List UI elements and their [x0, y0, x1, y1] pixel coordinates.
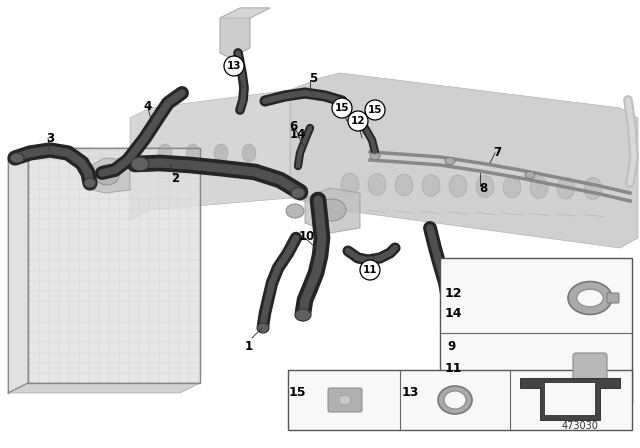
Ellipse shape: [530, 177, 548, 198]
Ellipse shape: [10, 153, 24, 163]
Polygon shape: [305, 188, 360, 233]
Text: 13: 13: [401, 385, 419, 399]
Ellipse shape: [449, 175, 467, 197]
Ellipse shape: [438, 386, 472, 414]
Text: 14: 14: [444, 306, 461, 319]
FancyBboxPatch shape: [440, 258, 632, 403]
Ellipse shape: [476, 176, 494, 198]
FancyBboxPatch shape: [573, 353, 607, 383]
Circle shape: [224, 56, 244, 76]
Polygon shape: [28, 148, 200, 383]
Text: 12: 12: [444, 287, 461, 300]
Text: 8: 8: [479, 181, 487, 194]
Polygon shape: [220, 8, 270, 18]
Polygon shape: [8, 383, 200, 393]
Polygon shape: [8, 148, 200, 160]
Ellipse shape: [186, 144, 200, 162]
Text: 9: 9: [448, 340, 456, 353]
Ellipse shape: [339, 395, 351, 405]
Text: 5: 5: [309, 72, 317, 85]
Text: 10: 10: [299, 229, 315, 242]
Ellipse shape: [503, 176, 521, 198]
Text: 473030: 473030: [561, 421, 598, 431]
Ellipse shape: [286, 204, 304, 218]
Circle shape: [348, 111, 368, 131]
Polygon shape: [130, 90, 290, 220]
Ellipse shape: [368, 173, 386, 195]
Ellipse shape: [451, 335, 465, 345]
Ellipse shape: [158, 144, 172, 162]
Ellipse shape: [318, 199, 346, 221]
Text: 11: 11: [363, 265, 377, 275]
Text: 15: 15: [335, 103, 349, 113]
Text: 13: 13: [227, 61, 241, 71]
Text: 14: 14: [290, 128, 306, 141]
Text: 15: 15: [288, 385, 306, 399]
Polygon shape: [525, 383, 615, 415]
Polygon shape: [520, 378, 620, 420]
Text: 2: 2: [171, 172, 179, 185]
Ellipse shape: [577, 289, 604, 307]
Text: 12: 12: [351, 116, 365, 126]
Ellipse shape: [557, 177, 575, 199]
Circle shape: [360, 260, 380, 280]
Ellipse shape: [422, 175, 440, 197]
FancyBboxPatch shape: [288, 370, 632, 430]
Circle shape: [332, 98, 352, 118]
Ellipse shape: [525, 172, 535, 178]
Ellipse shape: [445, 158, 455, 164]
Ellipse shape: [444, 391, 466, 409]
Polygon shape: [85, 158, 130, 193]
Circle shape: [365, 100, 385, 120]
Ellipse shape: [295, 309, 311, 321]
Polygon shape: [290, 73, 638, 248]
Text: 7: 7: [493, 146, 501, 159]
Ellipse shape: [214, 144, 228, 162]
Ellipse shape: [370, 152, 380, 159]
FancyBboxPatch shape: [607, 293, 619, 303]
Text: 6: 6: [289, 120, 297, 133]
Ellipse shape: [242, 144, 256, 162]
Ellipse shape: [291, 188, 305, 198]
Ellipse shape: [584, 177, 602, 199]
Ellipse shape: [257, 323, 269, 333]
Polygon shape: [220, 8, 270, 58]
Text: 15: 15: [368, 105, 382, 115]
Ellipse shape: [395, 174, 413, 196]
Text: 4: 4: [144, 99, 152, 112]
Text: 1: 1: [245, 340, 253, 353]
Ellipse shape: [84, 178, 96, 188]
FancyBboxPatch shape: [328, 388, 362, 412]
Text: 11: 11: [444, 362, 461, 375]
Text: 3: 3: [46, 132, 54, 145]
Ellipse shape: [341, 173, 359, 195]
Ellipse shape: [95, 165, 119, 185]
Polygon shape: [8, 148, 28, 393]
Ellipse shape: [568, 281, 612, 314]
Ellipse shape: [131, 157, 149, 171]
